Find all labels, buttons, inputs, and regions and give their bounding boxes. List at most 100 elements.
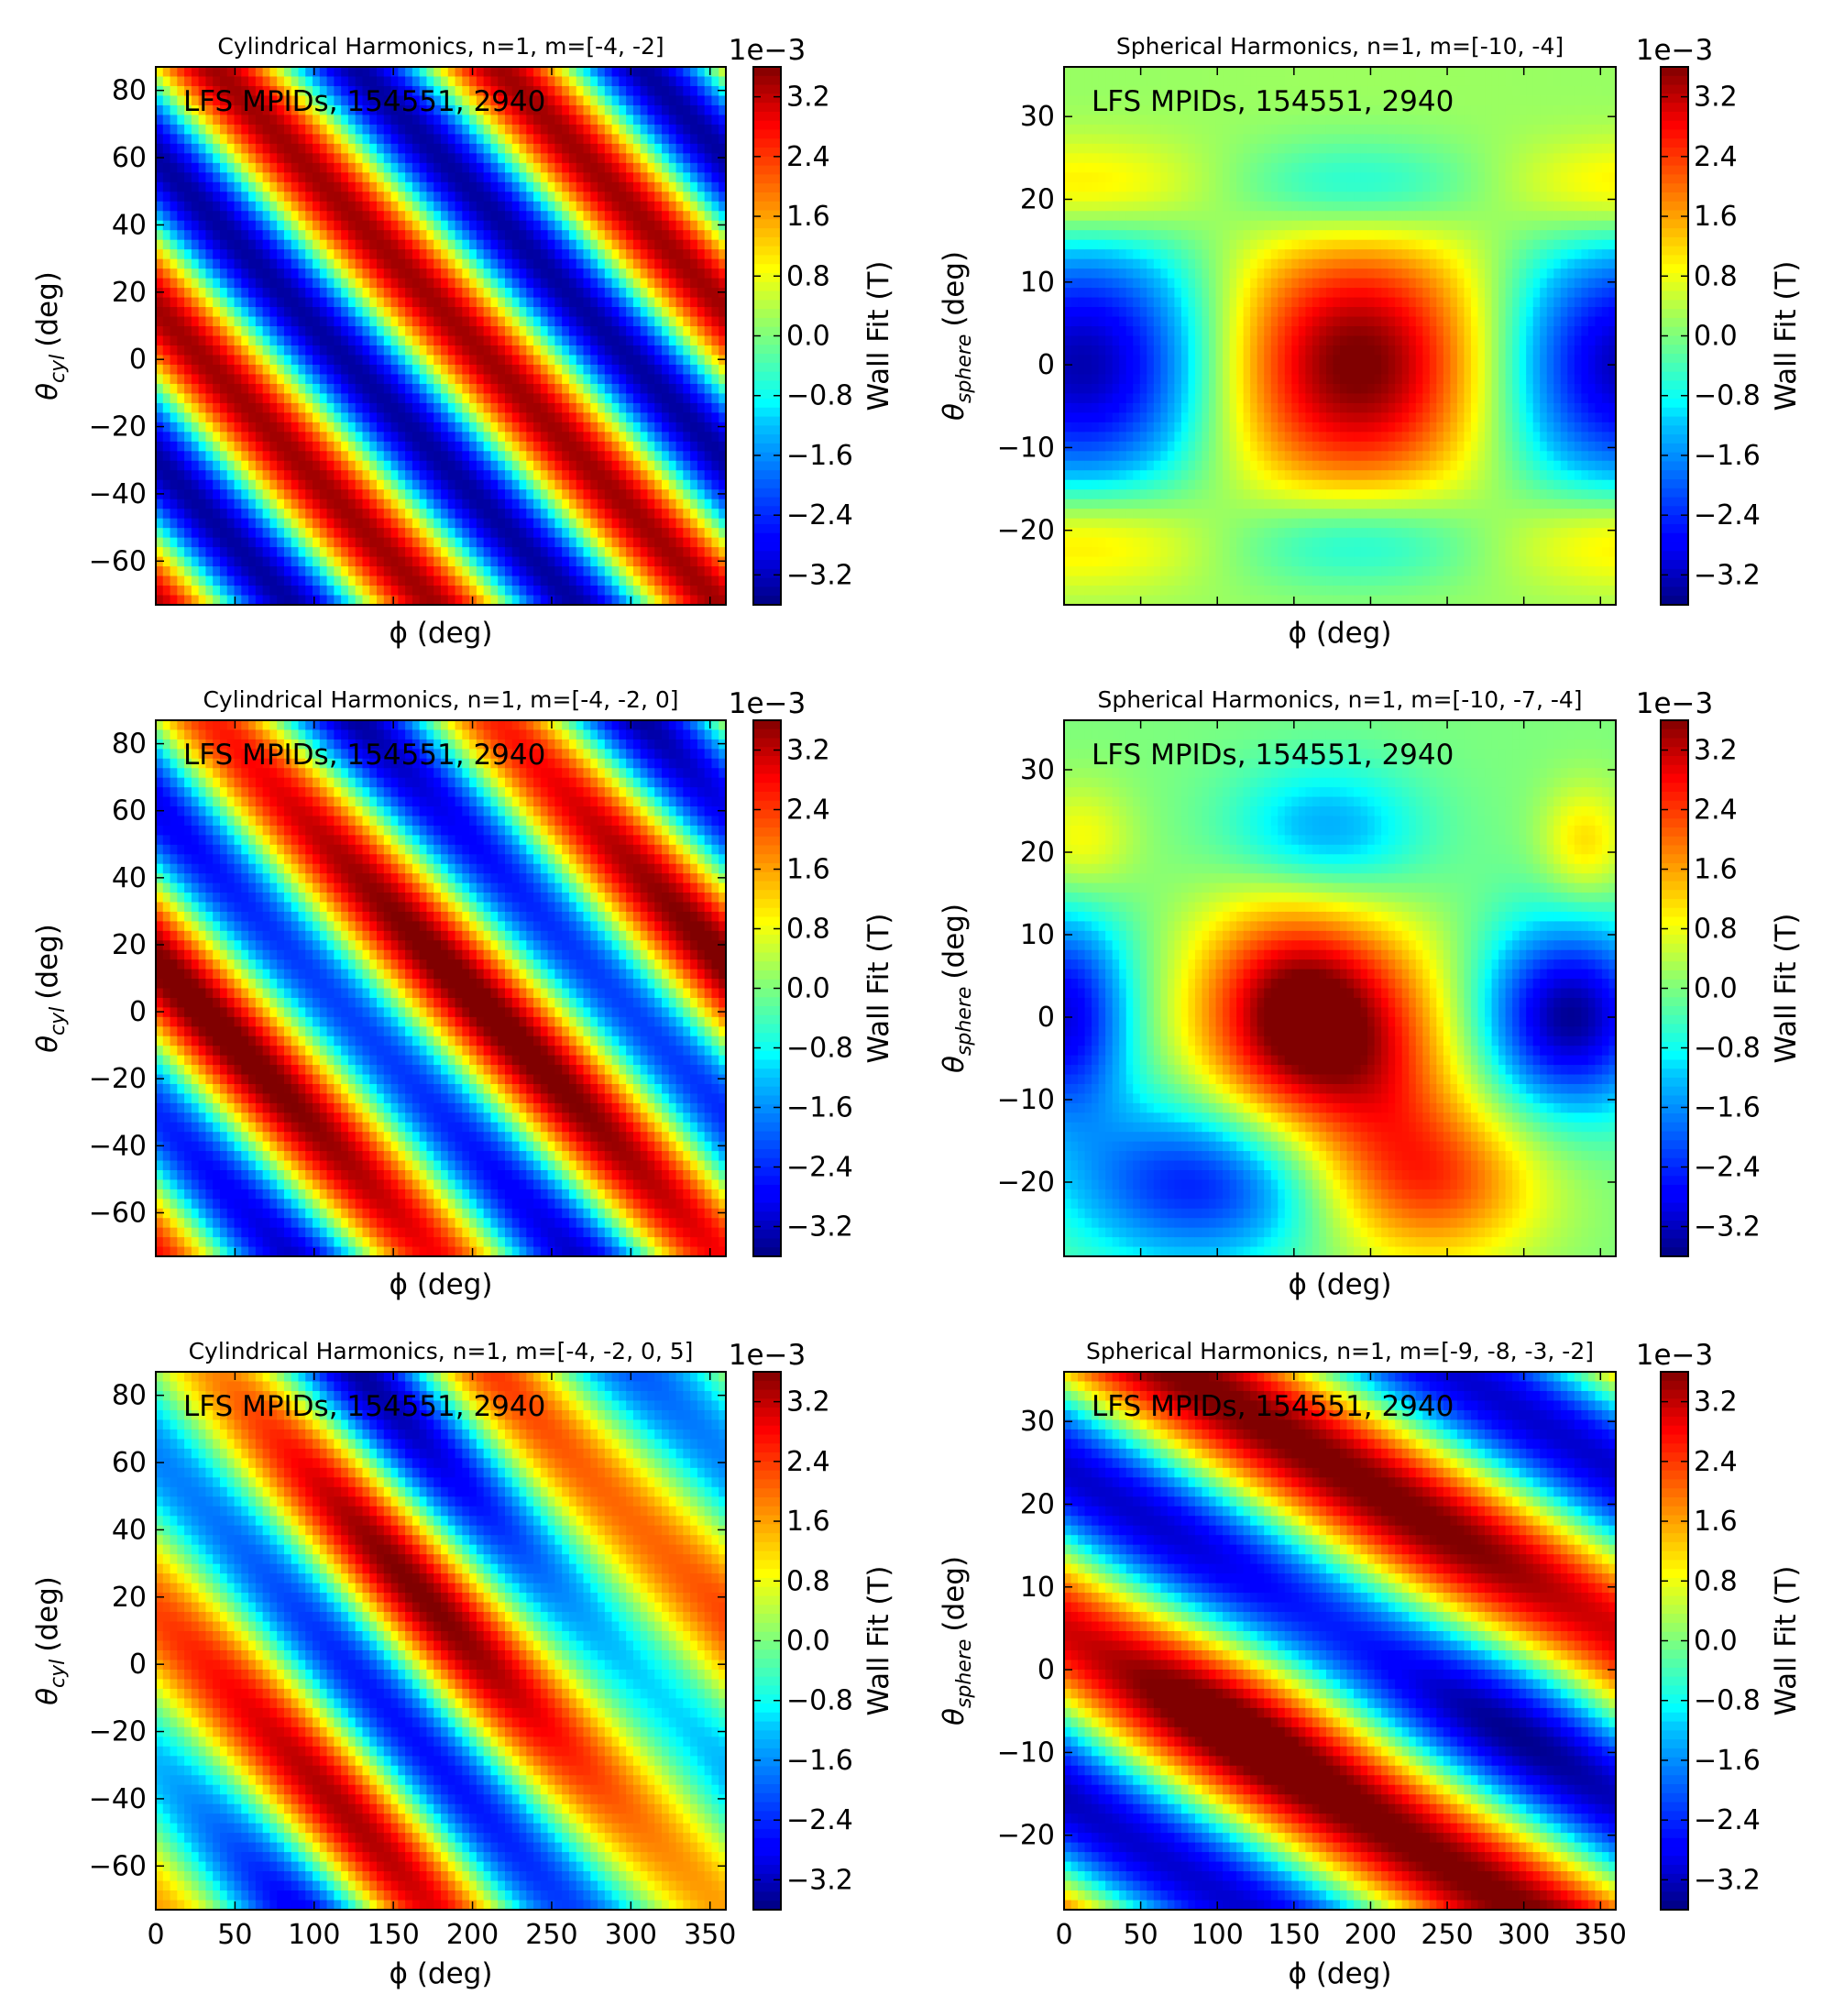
heatmap-cell xyxy=(234,104,242,116)
heatmap-cell xyxy=(298,528,306,539)
heatmap-cell xyxy=(277,422,285,433)
heatmap-cell xyxy=(1064,297,1072,308)
heatmap-cell xyxy=(377,134,385,145)
heatmap-cell xyxy=(619,566,627,577)
heatmap-cell xyxy=(455,509,463,520)
heatmap-cell xyxy=(640,412,649,423)
heatmap-cell xyxy=(426,278,434,289)
heatmap-cell xyxy=(162,297,171,308)
heatmap-cell xyxy=(405,489,413,500)
heatmap-cell xyxy=(447,85,456,97)
heatmap-cell xyxy=(419,192,428,203)
heatmap-cell xyxy=(704,489,713,500)
heatmap-cell xyxy=(611,230,620,241)
heatmap-cell xyxy=(654,67,663,78)
heatmap-cell xyxy=(313,595,321,606)
heatmap-cell xyxy=(447,537,456,548)
heatmap-cell xyxy=(490,143,499,154)
heatmap-cell xyxy=(455,479,463,490)
heatmap-cell xyxy=(305,288,313,299)
heatmap-cell xyxy=(434,104,442,116)
heatmap-cell xyxy=(283,383,292,394)
heatmap-cell xyxy=(1105,355,1114,366)
heatmap-cell xyxy=(191,76,200,87)
heatmap-cell xyxy=(1092,412,1100,423)
heatmap-cell xyxy=(219,335,228,346)
heatmap-cell xyxy=(540,518,549,529)
heatmap-cell xyxy=(519,239,527,250)
heatmap-cell xyxy=(341,499,349,509)
heatmap-cell xyxy=(334,509,342,520)
heatmap-cell xyxy=(213,76,221,87)
heatmap-cell xyxy=(490,104,499,116)
heatmap-cell xyxy=(526,537,534,548)
heatmap-cell xyxy=(562,307,570,318)
heatmap-cell xyxy=(683,201,691,212)
heatmap-cell xyxy=(654,268,663,279)
heatmap-cell xyxy=(219,115,228,126)
heatmap-cell xyxy=(668,211,677,222)
heatmap-cell xyxy=(711,499,719,509)
heatmap-cell xyxy=(704,288,713,299)
colorbar-segment xyxy=(753,111,781,122)
heatmap-cell xyxy=(490,307,499,318)
heatmap-cell xyxy=(347,153,357,164)
heatmap-cell xyxy=(526,412,534,423)
heatmap-cell xyxy=(405,412,413,423)
heatmap-cell xyxy=(177,201,185,212)
heatmap-cell xyxy=(434,230,442,241)
heatmap-cell xyxy=(1078,76,1086,87)
heatmap-cell xyxy=(219,268,228,279)
heatmap-cell xyxy=(711,355,719,366)
heatmap-cell xyxy=(156,85,164,97)
heatmap-cell xyxy=(162,575,171,586)
heatmap-cell xyxy=(1105,104,1114,116)
heatmap-cell xyxy=(640,326,649,337)
heatmap-cell xyxy=(319,124,328,135)
heatmap-cell xyxy=(412,67,421,78)
heatmap-cell xyxy=(1105,374,1114,385)
heatmap-cell xyxy=(704,566,713,577)
heatmap-cell xyxy=(632,575,642,586)
heatmap-cell xyxy=(476,134,485,145)
heatmap-cell xyxy=(447,95,456,106)
heatmap-cell xyxy=(668,220,677,231)
heatmap-cell xyxy=(277,326,285,337)
heatmap-cell xyxy=(483,115,492,126)
heatmap-cell xyxy=(540,104,549,116)
heatmap-cell xyxy=(355,220,364,231)
heatmap-cell xyxy=(248,499,257,509)
heatmap-cell xyxy=(369,258,378,269)
heatmap-cell xyxy=(526,230,534,241)
heatmap-cell xyxy=(412,230,421,241)
heatmap-cell xyxy=(319,355,328,366)
heatmap-cell xyxy=(519,134,527,145)
heatmap-cell xyxy=(277,547,285,558)
heatmap-cell xyxy=(291,499,300,509)
heatmap-cell xyxy=(334,441,342,452)
heatmap-cell xyxy=(334,575,342,586)
heatmap-cell xyxy=(504,258,513,269)
heatmap-cell xyxy=(568,402,577,413)
heatmap-cell xyxy=(162,316,171,327)
heatmap-cell xyxy=(156,586,164,597)
heatmap-cell xyxy=(248,451,257,462)
colorbar-segment xyxy=(753,497,781,507)
heatmap-cell xyxy=(255,258,264,269)
heatmap-cell xyxy=(604,556,613,567)
heatmap-cell xyxy=(662,143,670,154)
heatmap-cell xyxy=(504,509,513,520)
heatmap-cell xyxy=(683,181,691,192)
heatmap-cell xyxy=(462,575,470,586)
heatmap-cell xyxy=(619,441,627,452)
heatmap-cell xyxy=(540,162,549,173)
heatmap-cell xyxy=(640,422,649,433)
heatmap-cell xyxy=(219,402,228,413)
heatmap-cell xyxy=(583,258,591,269)
heatmap-cell xyxy=(426,220,434,231)
heatmap-cell xyxy=(298,181,306,192)
heatmap-cell xyxy=(519,192,527,203)
heatmap-cell xyxy=(483,422,492,433)
heatmap-cell xyxy=(156,509,164,520)
heatmap-cell xyxy=(441,355,449,366)
